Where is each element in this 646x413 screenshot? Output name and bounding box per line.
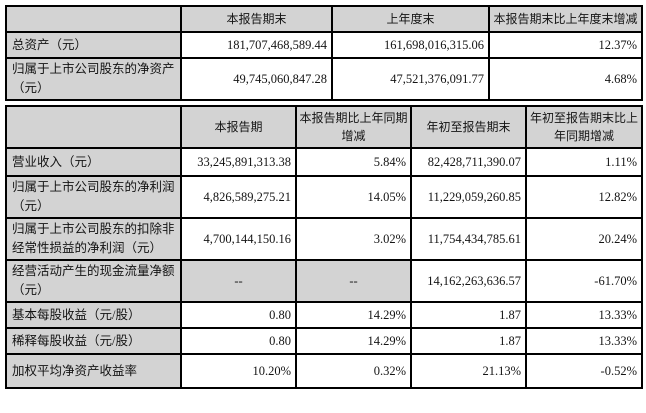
header-corner-cell <box>5 105 182 149</box>
header-corner-cell <box>5 5 182 33</box>
cell-value: 14.05% <box>295 175 412 219</box>
cell-value: -0.52% <box>525 353 643 389</box>
cell-value: 3.02% <box>295 217 412 261</box>
cell-value: 14,162,263,636.57 <box>410 259 527 303</box>
cell-value: 14.29% <box>295 327 412 355</box>
row-label-operating-cash-flow: 经营活动产生的现金流量净额（元） <box>5 259 182 303</box>
cell-value: 11,229,059,260.85 <box>410 175 527 219</box>
period-end-summary-table: 本报告期末 上年度末 本报告期末比上年度末增减 总资产（元） 181,707,4… <box>5 5 643 101</box>
cell-value: 20.24% <box>525 217 643 261</box>
row-label-net-profit: 归属于上市公司股东的净利润（元） <box>5 175 182 219</box>
row-label-basic-eps: 基本每股收益（元/股） <box>5 301 182 329</box>
cell-value: -61.70% <box>525 259 643 303</box>
cell-value: 47,521,376,091.77 <box>331 57 490 101</box>
header-year-to-date: 年初至报告期末 <box>410 105 527 149</box>
cell-value: 1.87 <box>410 327 527 355</box>
table-row: 经营活动产生的现金流量净额（元） -- -- 14,162,263,636.57… <box>5 259 643 303</box>
cell-not-applicable: -- <box>295 259 412 303</box>
cell-value: 13.33% <box>525 327 643 355</box>
table-row: 稀释每股收益（元/股） 0.80 14.29% 1.87 13.33% <box>5 327 643 355</box>
cell-value: 12.37% <box>488 31 643 59</box>
row-label-diluted-eps: 稀释每股收益（元/股） <box>5 327 182 355</box>
table-row: 营业收入（元） 33,245,891,313.38 5.84% 82,428,7… <box>5 147 643 177</box>
cell-value: 12.82% <box>525 175 643 219</box>
cell-value: 10.20% <box>180 353 297 389</box>
table-row: 加权平均净资产收益率 10.20% 0.32% 21.13% -0.52% <box>5 353 643 389</box>
table-row: 归属于上市公司股东的净利润（元） 4,826,589,275.21 14.05%… <box>5 175 643 219</box>
header-change-vs-prior-year-end: 本报告期末比上年度末增减 <box>488 5 643 33</box>
header-change-vs-same-period: 本报告期比上年同期增减 <box>295 105 412 149</box>
table-header-row: 本报告期 本报告期比上年同期增减 年初至报告期末 年初至报告期末比上年同期增减 <box>5 105 643 149</box>
cell-value: 4.68% <box>488 57 643 101</box>
cell-value: 82,428,711,390.07 <box>410 147 527 177</box>
cell-value: 161,698,016,315.06 <box>331 31 490 59</box>
table-row: 基本每股收益（元/股） 0.80 14.29% 1.87 13.33% <box>5 301 643 329</box>
cell-value: 181,707,468,589.44 <box>180 31 333 59</box>
table-header-row: 本报告期末 上年度末 本报告期末比上年度末增减 <box>5 5 643 33</box>
cell-value: 0.32% <box>295 353 412 389</box>
header-ytd-change-vs-same-period: 年初至报告期末比上年同期增减 <box>525 105 643 149</box>
cell-not-applicable: -- <box>180 259 297 303</box>
cell-value: 33,245,891,313.38 <box>180 147 297 177</box>
row-label-operating-revenue: 营业收入（元） <box>5 147 182 177</box>
row-label-weighted-avg-roe: 加权平均净资产收益率 <box>5 353 182 389</box>
cell-value: 5.84% <box>295 147 412 177</box>
row-label-net-assets: 归属于上市公司股东的净资产（元） <box>5 57 182 101</box>
table-row: 总资产（元） 181,707,468,589.44 161,698,016,31… <box>5 31 643 59</box>
cell-value: 14.29% <box>295 301 412 329</box>
row-label-net-profit-excl-nonrecurring: 归属于上市公司股东的扣除非经常性损益的净利润（元） <box>5 217 182 261</box>
header-current-period: 本报告期 <box>180 105 297 149</box>
cell-value: 11,754,434,785.61 <box>410 217 527 261</box>
table-row: 归属于上市公司股东的扣除非经常性损益的净利润（元） 4,700,144,150.… <box>5 217 643 261</box>
reporting-period-summary-table: 本报告期 本报告期比上年同期增减 年初至报告期末 年初至报告期末比上年同期增减 … <box>5 105 643 389</box>
cell-value: 1.11% <box>525 147 643 177</box>
cell-value: 49,745,060,847.28 <box>180 57 333 101</box>
header-prior-year-end: 上年度末 <box>331 5 490 33</box>
row-label-total-assets: 总资产（元） <box>5 31 182 59</box>
header-current-period-end: 本报告期末 <box>180 5 333 33</box>
cell-value: 21.13% <box>410 353 527 389</box>
cell-value: 4,826,589,275.21 <box>180 175 297 219</box>
cell-value: 13.33% <box>525 301 643 329</box>
table-row: 归属于上市公司股东的净资产（元） 49,745,060,847.28 47,52… <box>5 57 643 101</box>
cell-value: 4,700,144,150.16 <box>180 217 297 261</box>
cell-value: 0.80 <box>180 301 297 329</box>
cell-value: 0.80 <box>180 327 297 355</box>
cell-value: 1.87 <box>410 301 527 329</box>
